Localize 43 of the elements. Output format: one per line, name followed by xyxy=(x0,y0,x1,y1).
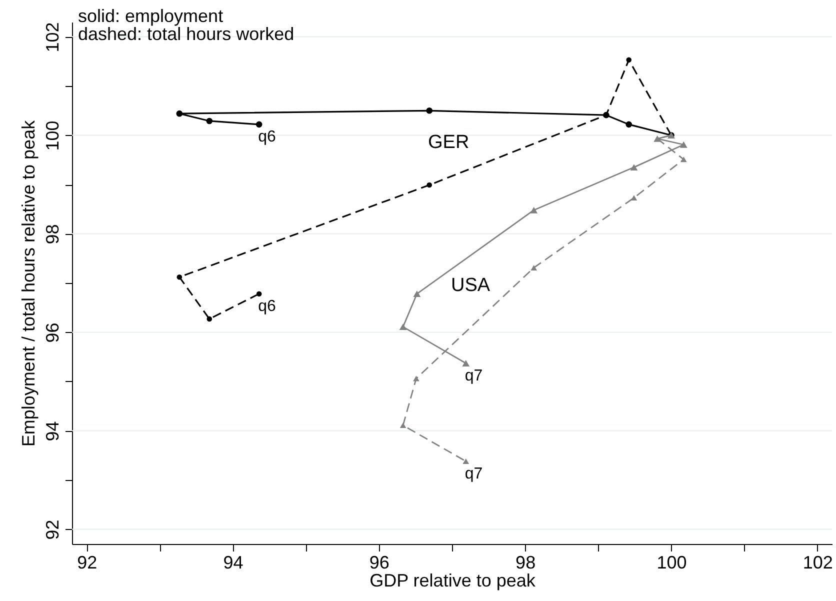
point xyxy=(626,57,632,63)
point xyxy=(630,164,638,170)
point xyxy=(206,118,213,124)
point xyxy=(413,290,421,298)
y-tick-label: 92 xyxy=(42,520,62,540)
point xyxy=(630,195,638,201)
y-axis-title: Employment / total hours relative to peak xyxy=(18,119,38,447)
point xyxy=(680,141,688,148)
annotation: GER xyxy=(428,132,470,153)
y-tick-label: 94 xyxy=(42,421,62,442)
x-tick-label: 100 xyxy=(656,552,687,572)
point xyxy=(413,376,420,382)
point xyxy=(256,121,262,128)
y-tick-label: 96 xyxy=(42,322,62,343)
point xyxy=(206,316,212,322)
point xyxy=(530,206,538,214)
annotation: solid: employment xyxy=(78,6,224,26)
point xyxy=(176,110,183,117)
annotation: q6 xyxy=(258,128,276,146)
point xyxy=(399,324,407,330)
point xyxy=(626,121,632,128)
point xyxy=(426,107,433,114)
point xyxy=(680,156,687,162)
x-tick-label: 98 xyxy=(516,552,536,572)
annotation: q6 xyxy=(258,298,276,315)
x-tick-label: 102 xyxy=(802,552,833,572)
annotation: USA xyxy=(451,275,490,296)
annotation: q7 xyxy=(464,367,483,384)
point xyxy=(176,274,182,280)
x-tick-label: 94 xyxy=(223,552,244,572)
x-tick-label: 92 xyxy=(77,552,98,572)
point xyxy=(462,360,470,366)
point xyxy=(256,291,262,296)
point xyxy=(426,182,432,188)
y-tick-label: 102 xyxy=(42,22,62,52)
y-tick-label: 100 xyxy=(42,120,62,151)
annotation: q7 xyxy=(464,465,483,482)
x-axis-title: GDP relative to peak xyxy=(370,570,536,590)
point xyxy=(462,458,470,464)
y-tick-label: 98 xyxy=(42,224,62,244)
point xyxy=(400,422,406,428)
x-tick-label: 96 xyxy=(369,552,390,572)
point xyxy=(530,264,538,270)
